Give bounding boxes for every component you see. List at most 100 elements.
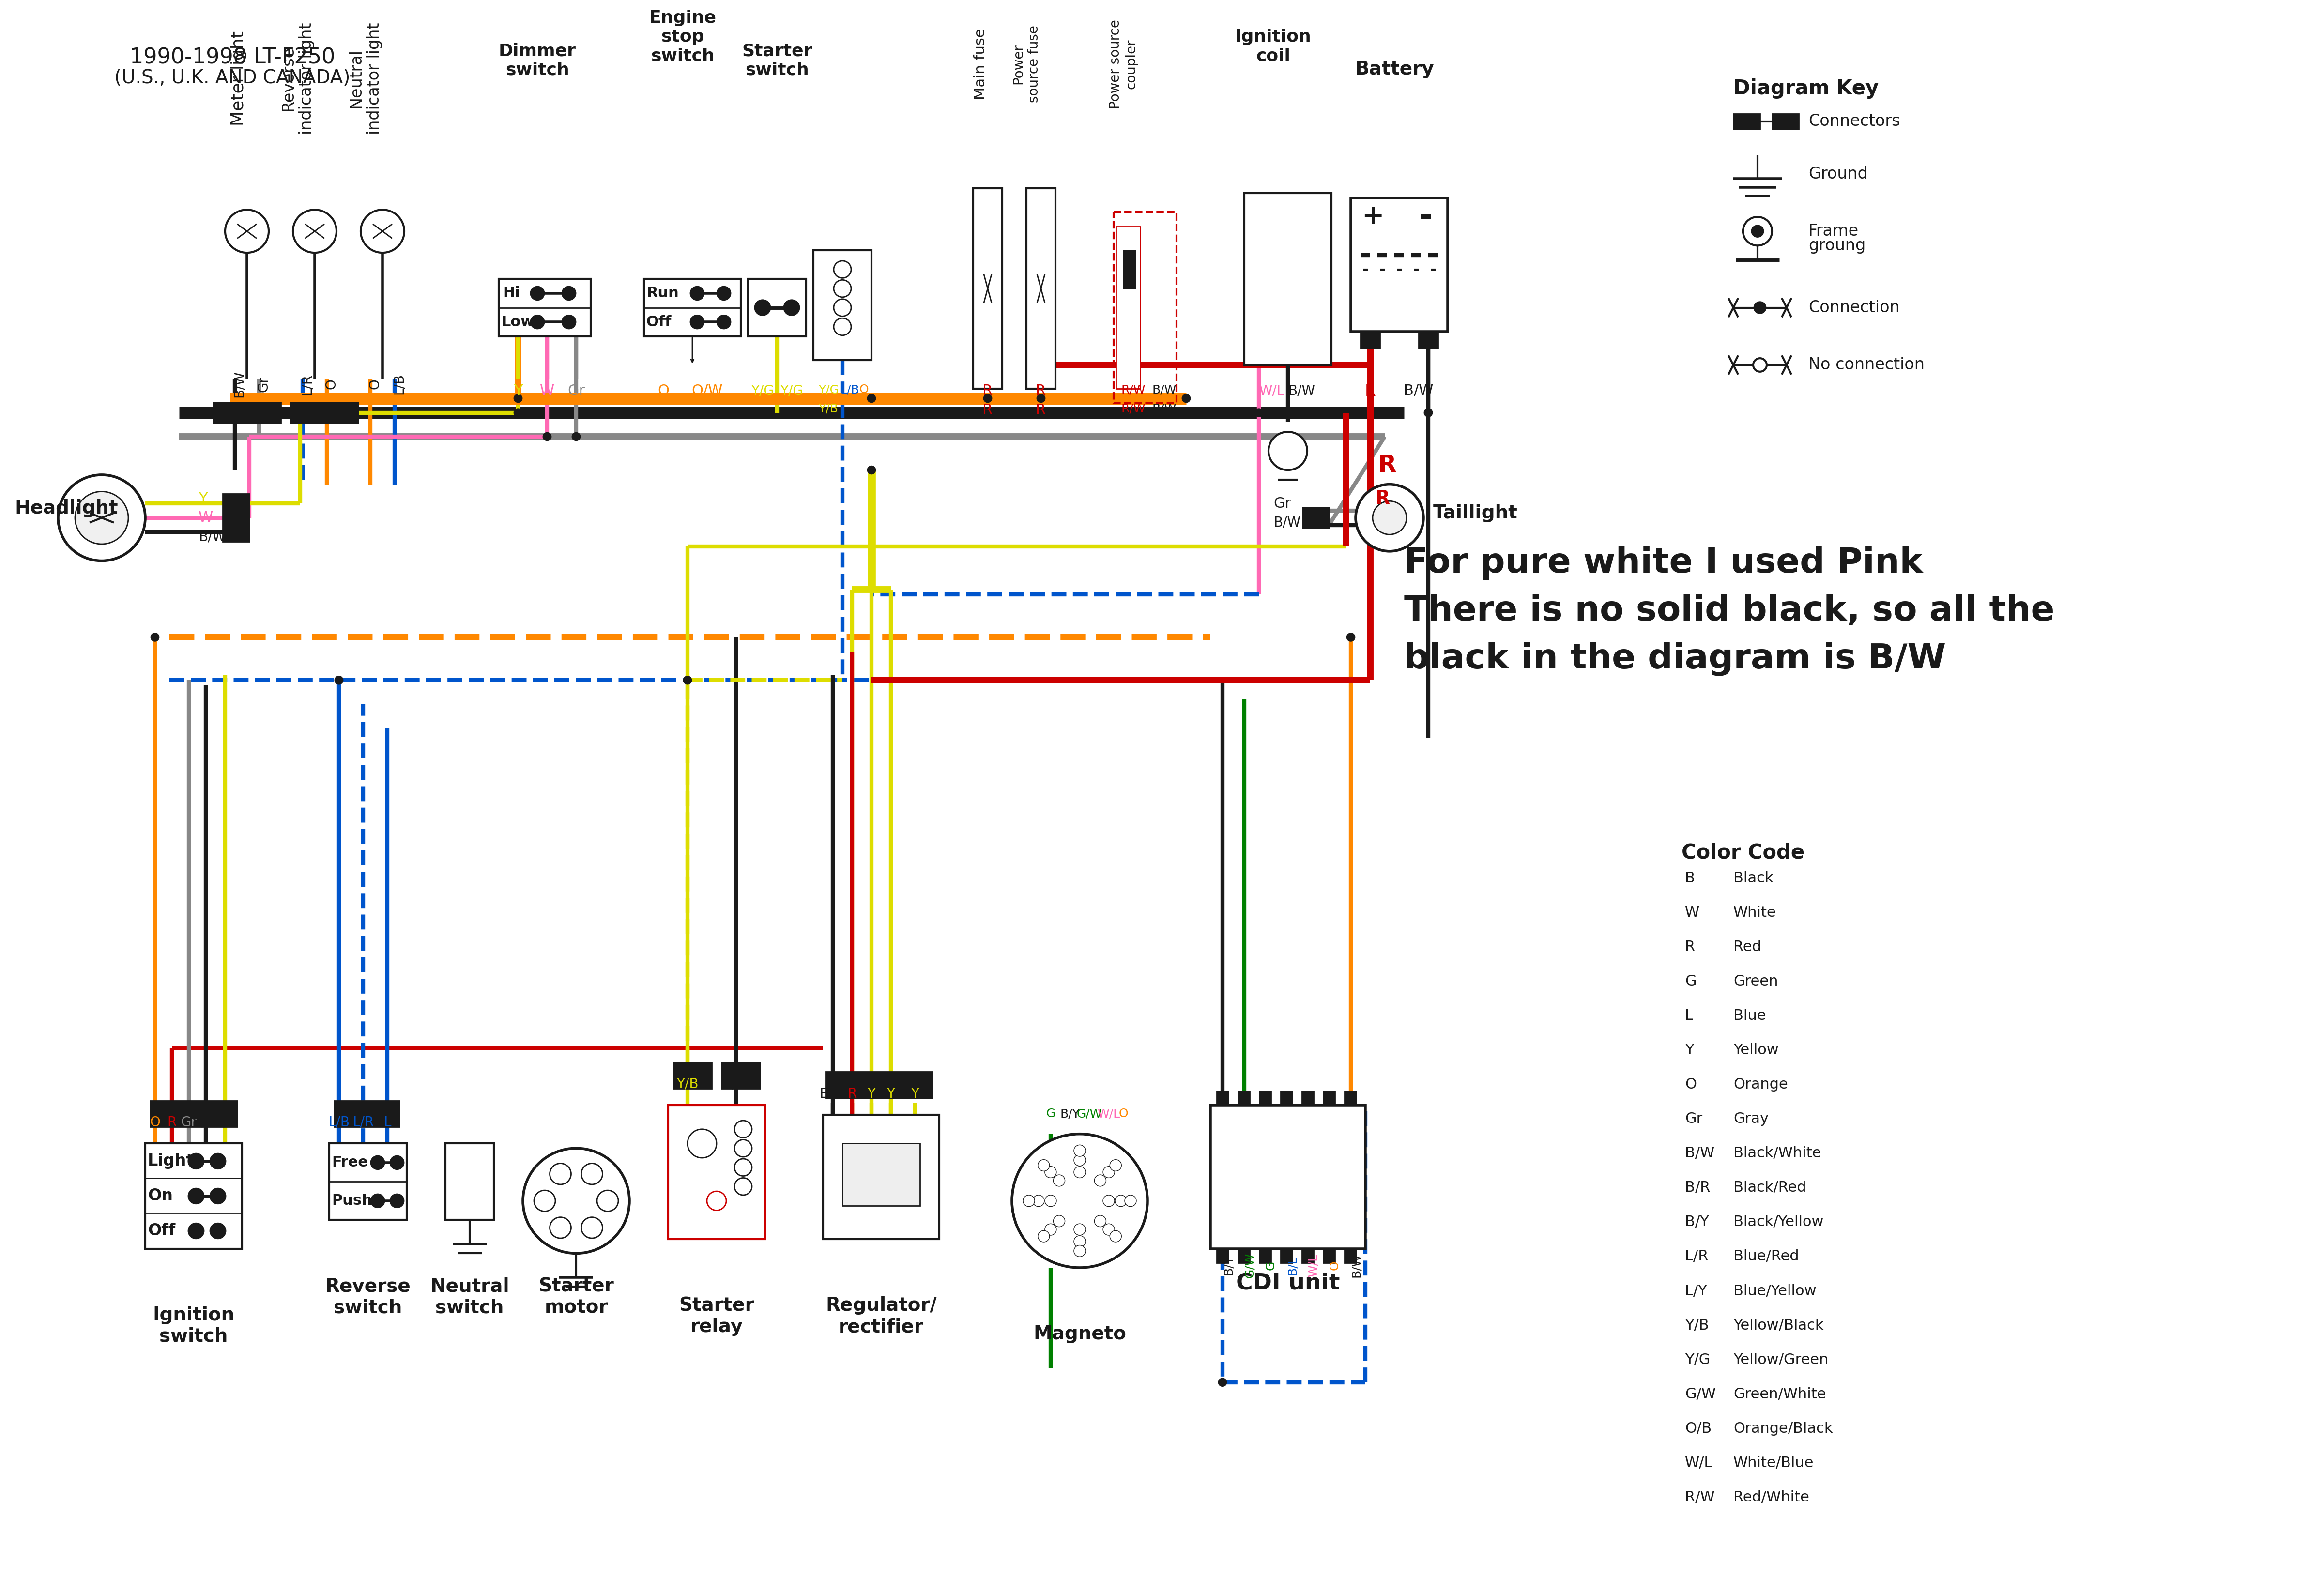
Text: O: O xyxy=(325,379,337,390)
Circle shape xyxy=(834,261,851,279)
Text: G: G xyxy=(1264,1261,1276,1270)
Text: Power
source fuse: Power source fuse xyxy=(1011,25,1041,103)
Circle shape xyxy=(151,634,158,642)
Text: B/W: B/W xyxy=(232,371,246,398)
Text: R/W: R/W xyxy=(1685,1490,1715,1504)
Circle shape xyxy=(1111,1231,1122,1242)
Text: Y: Y xyxy=(911,1087,920,1100)
Text: G/W: G/W xyxy=(1076,1108,1102,1119)
Text: Connectors: Connectors xyxy=(1808,113,1901,129)
Text: G: G xyxy=(1046,1108,1055,1119)
Bar xyxy=(1218,1248,1229,1262)
Circle shape xyxy=(834,280,851,298)
Text: +: + xyxy=(1362,204,1383,229)
Text: Y: Y xyxy=(514,384,523,398)
Text: Gray: Gray xyxy=(1734,1111,1769,1126)
Text: Gr: Gr xyxy=(1685,1111,1703,1126)
Text: Y/G: Y/G xyxy=(781,384,804,398)
Circle shape xyxy=(1373,501,1406,535)
Bar xyxy=(1260,1091,1271,1105)
Circle shape xyxy=(372,1156,383,1169)
Text: Blue/Red: Blue/Red xyxy=(1734,1250,1799,1264)
Text: Neutral
switch: Neutral switch xyxy=(430,1277,509,1317)
Text: Reverse
indicator light: Reverse indicator light xyxy=(281,22,314,134)
Circle shape xyxy=(834,299,851,317)
Bar xyxy=(748,279,806,336)
Text: Gr: Gr xyxy=(181,1116,198,1129)
Text: B/W: B/W xyxy=(723,1078,748,1091)
Text: R: R xyxy=(1037,403,1046,417)
Text: Gr: Gr xyxy=(567,384,586,398)
Circle shape xyxy=(535,1191,555,1212)
Circle shape xyxy=(581,1164,602,1184)
Text: B/Y: B/Y xyxy=(1060,1108,1081,1119)
Bar xyxy=(290,403,358,423)
Text: Ground: Ground xyxy=(1808,166,1868,181)
Circle shape xyxy=(1743,217,1773,245)
Circle shape xyxy=(1104,1224,1116,1235)
Text: Off: Off xyxy=(646,315,672,330)
Text: Gr: Gr xyxy=(1274,497,1290,511)
Text: Starter
motor: Starter motor xyxy=(539,1277,614,1317)
Text: L: L xyxy=(1685,1009,1694,1022)
Text: O: O xyxy=(367,379,381,390)
Circle shape xyxy=(1046,1167,1057,1178)
Text: O/B: O/B xyxy=(1685,1422,1710,1436)
Text: White/Blue: White/Blue xyxy=(1734,1455,1815,1469)
Circle shape xyxy=(1074,1145,1085,1156)
Circle shape xyxy=(1074,1224,1085,1235)
Text: CDI unit: CDI unit xyxy=(1236,1272,1341,1294)
Text: W/L: W/L xyxy=(1308,1254,1320,1277)
Circle shape xyxy=(293,210,337,253)
Text: B/W: B/W xyxy=(1153,403,1176,416)
Bar xyxy=(151,1100,237,1127)
Text: L/R: L/R xyxy=(1685,1250,1708,1264)
Text: Starter
switch: Starter switch xyxy=(741,43,813,78)
Circle shape xyxy=(1111,1159,1122,1172)
Text: For pure white I used Pink: For pure white I used Pink xyxy=(1404,546,1922,579)
Circle shape xyxy=(562,315,576,328)
Text: O: O xyxy=(1685,1078,1697,1092)
Text: Power source
coupler: Power source coupler xyxy=(1109,19,1139,108)
Text: No connection: No connection xyxy=(1808,357,1924,373)
Circle shape xyxy=(544,433,551,441)
Text: (U.S., U.K. AND CANADA): (U.S., U.K. AND CANADA) xyxy=(114,68,351,88)
Text: R/W: R/W xyxy=(1120,403,1146,416)
Text: Y: Y xyxy=(867,1087,876,1100)
Circle shape xyxy=(1046,1196,1057,1207)
Circle shape xyxy=(581,1218,602,1239)
Text: 1990-1998 LT-F250: 1990-1998 LT-F250 xyxy=(130,48,335,68)
Circle shape xyxy=(983,395,992,403)
Bar xyxy=(1346,1248,1357,1262)
Circle shape xyxy=(734,1121,753,1138)
Circle shape xyxy=(867,466,876,474)
Circle shape xyxy=(523,1148,630,1253)
Circle shape xyxy=(209,1223,225,1239)
Text: Blue/Yellow: Blue/Yellow xyxy=(1734,1283,1817,1297)
Text: Push: Push xyxy=(332,1194,372,1208)
Circle shape xyxy=(572,433,581,441)
Text: On: On xyxy=(149,1188,172,1204)
Text: Color Code: Color Code xyxy=(1683,842,1803,863)
Text: Ignition
coil: Ignition coil xyxy=(1234,29,1311,64)
Circle shape xyxy=(1023,1196,1034,1207)
Bar xyxy=(214,403,281,423)
Circle shape xyxy=(360,210,404,253)
Bar xyxy=(1211,1105,1367,1248)
Circle shape xyxy=(1032,1196,1043,1207)
Text: O: O xyxy=(860,384,869,396)
Text: W: W xyxy=(1685,906,1699,920)
Text: Y/G: Y/G xyxy=(1685,1353,1710,1368)
Text: R: R xyxy=(1364,384,1376,400)
Circle shape xyxy=(530,315,544,328)
Text: W/L: W/L xyxy=(1685,1455,1713,1469)
Circle shape xyxy=(1425,409,1432,417)
Circle shape xyxy=(1037,395,1046,403)
Text: Y: Y xyxy=(888,1087,895,1100)
Text: Ignition
switch: Ignition switch xyxy=(153,1305,235,1345)
Text: Off: Off xyxy=(149,1223,174,1239)
Text: L/R: L/R xyxy=(353,1116,374,1129)
Text: O: O xyxy=(1118,1108,1127,1119)
Bar xyxy=(1418,331,1439,349)
Text: Orange: Orange xyxy=(1734,1078,1787,1092)
